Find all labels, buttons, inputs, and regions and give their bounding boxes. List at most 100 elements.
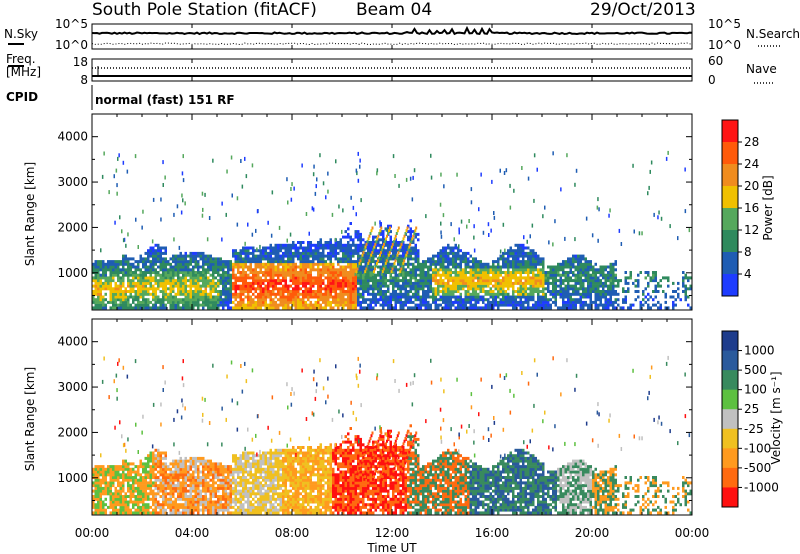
velocity-cell	[142, 505, 145, 509]
power-cell	[317, 284, 320, 288]
power-cell	[229, 284, 232, 288]
power-cell	[614, 298, 617, 302]
power-cell	[617, 303, 620, 307]
power-cell	[597, 295, 600, 299]
power-cell	[389, 276, 392, 280]
power-cell	[389, 306, 392, 310]
power-cell	[237, 276, 240, 280]
power-cell	[315, 184, 317, 189]
power-cell	[504, 303, 507, 307]
power-cell	[229, 281, 232, 285]
power-cell	[102, 298, 105, 302]
velocity-cell	[139, 497, 142, 501]
power-cell	[637, 279, 640, 283]
colorbar-tick-label: 20	[744, 179, 759, 193]
power-cell	[399, 265, 402, 269]
power-cell	[474, 265, 477, 269]
power-cell	[212, 303, 215, 307]
power-cell	[192, 271, 195, 274]
power-cell	[397, 281, 400, 285]
power-cell	[386, 234, 388, 238]
power-cell	[192, 257, 195, 261]
power-cell	[322, 281, 325, 285]
velocity-cell	[132, 500, 135, 504]
power-cell	[567, 295, 570, 299]
power-cell	[127, 260, 130, 264]
power-cell	[388, 251, 391, 254]
power-cell	[497, 260, 500, 264]
power-cell	[380, 251, 382, 254]
power-cell	[542, 281, 545, 285]
power-cell	[294, 265, 297, 269]
power-cell	[184, 273, 187, 277]
power-cell	[224, 290, 227, 293]
power-cell	[297, 276, 300, 280]
power-cell	[404, 271, 407, 274]
power-cell	[144, 279, 147, 283]
power-cell	[522, 295, 525, 299]
power-cell	[314, 262, 317, 266]
power-cell	[364, 284, 367, 288]
power-cell	[239, 265, 242, 269]
power-cell	[194, 279, 197, 283]
power-cell	[112, 276, 115, 280]
power-cell	[362, 257, 365, 261]
power-cell	[682, 284, 685, 288]
power-cell	[362, 290, 365, 293]
power-cell	[147, 249, 150, 253]
power-cell	[94, 260, 97, 264]
power-cell	[582, 279, 585, 283]
power-cell	[344, 265, 347, 269]
power-cell	[394, 241, 397, 244]
power-cell	[249, 287, 252, 291]
velocity-cell	[164, 456, 167, 460]
power-cell	[403, 234, 406, 238]
velocity-cell	[144, 508, 147, 512]
power-cell	[579, 254, 582, 258]
power-cell	[534, 262, 537, 266]
power-cell	[409, 271, 412, 274]
velocity-cell	[154, 484, 157, 488]
power-cell	[399, 284, 402, 288]
power-cell	[92, 298, 95, 302]
power-cell	[307, 254, 310, 258]
power-cell	[359, 243, 362, 247]
power-cell	[202, 306, 205, 310]
power-cell	[422, 268, 425, 272]
power-cell	[147, 292, 150, 296]
power-cell	[277, 292, 280, 296]
velocity-cell	[137, 495, 140, 498]
power-cell	[414, 243, 417, 247]
power-cell	[334, 287, 337, 291]
velocity-cell	[169, 470, 172, 474]
power-cell	[434, 265, 437, 269]
power-cell	[624, 276, 627, 280]
power-cell	[127, 303, 130, 307]
velocity-cell	[144, 470, 147, 474]
power-cell	[304, 257, 307, 261]
power-cell	[612, 262, 615, 266]
power-cell	[347, 273, 350, 277]
velocity-cell	[149, 454, 152, 458]
noise-left-tick-low: 10^0	[55, 38, 88, 52]
power-cell	[139, 254, 142, 258]
power-cell	[169, 257, 172, 261]
power-cell	[267, 273, 270, 277]
power-cell	[334, 303, 337, 307]
power-cell	[282, 295, 285, 299]
power-cell	[349, 265, 352, 269]
velocity-cell	[114, 473, 117, 477]
power-cell	[382, 276, 385, 280]
power-cell	[284, 268, 287, 272]
power-cell	[524, 265, 527, 269]
power-cell	[637, 284, 640, 288]
power-cell	[314, 300, 317, 304]
power-cell	[659, 306, 662, 310]
power-cell	[355, 270, 358, 274]
power-cell	[542, 265, 545, 269]
velocity-cell	[107, 481, 110, 485]
power-cell	[399, 245, 402, 249]
power-cell	[147, 306, 150, 310]
power-cell	[237, 254, 240, 258]
power-cell	[519, 262, 522, 266]
